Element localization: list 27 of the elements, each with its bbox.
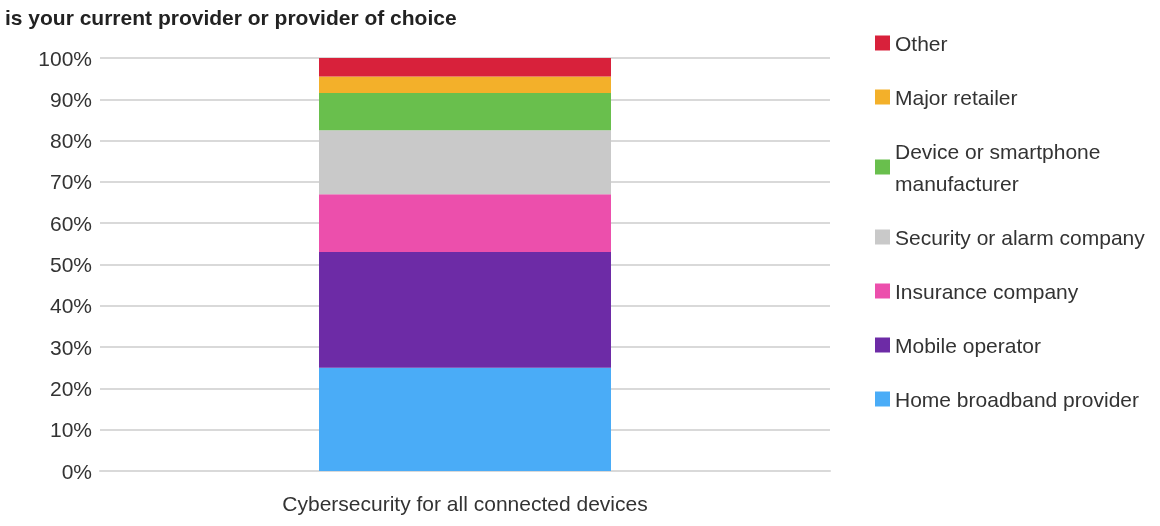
y-tick-label: 0% xyxy=(61,459,92,483)
y-tick-label: 10% xyxy=(49,418,92,442)
bar xyxy=(319,194,611,253)
y-tick-label: 40% xyxy=(49,294,92,318)
bar xyxy=(319,76,611,94)
y-tick-label: 50% xyxy=(49,253,92,276)
legend-label: Device or smartphone manufacturer xyxy=(895,139,1107,195)
legend-label: Mobile operator xyxy=(895,333,1041,357)
y-tick-label: 70% xyxy=(49,170,92,194)
legend-label: Insurance company xyxy=(895,279,1079,303)
y-tick-label: 20% xyxy=(49,376,92,400)
bar xyxy=(319,367,611,471)
y-tick-label: 30% xyxy=(49,335,92,359)
y-tick-label: 100% xyxy=(38,46,92,70)
legend-label: Major retailer xyxy=(895,85,1018,109)
bar xyxy=(319,252,611,368)
bar xyxy=(319,93,611,131)
y-tick-label: 90% xyxy=(49,87,92,111)
legend-label: Other xyxy=(895,31,948,55)
y-tick-label: 60% xyxy=(49,211,92,235)
bar xyxy=(319,58,611,77)
legend-label: Security or alarm company xyxy=(895,225,1146,249)
chart-title: is your current provider or provider of choice xyxy=(5,6,457,29)
bar xyxy=(319,130,611,195)
legend-label: Home broadband provider xyxy=(895,387,1139,411)
y-tick-label: 80% xyxy=(49,129,92,153)
x-tick-label: Cybersecurity for all connected devices xyxy=(282,492,648,515)
